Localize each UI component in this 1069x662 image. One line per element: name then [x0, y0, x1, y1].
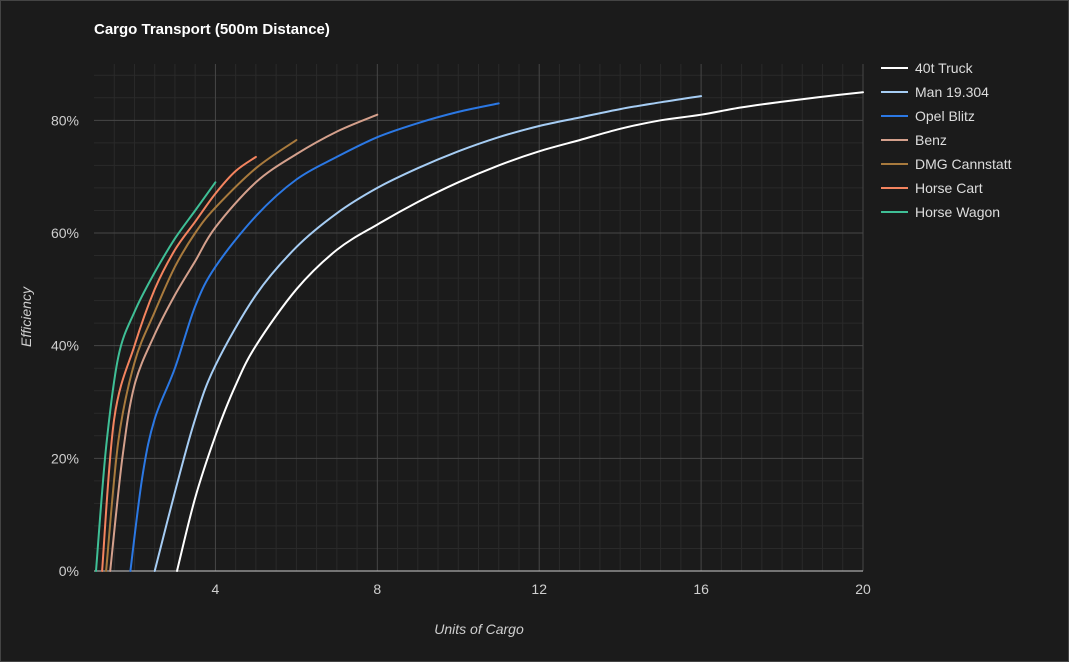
y-tick-label: 20% [51, 450, 79, 466]
legend: 40t Truck Man 19.304 Opel Blitz Benz DMG Can… [881, 60, 1012, 220]
y-axis-label: Efficiency [18, 286, 34, 347]
series-line [153, 95, 703, 572]
x-axis-label: Units of Cargo [434, 621, 524, 637]
legend-label: Horse Wagon [915, 204, 1000, 220]
x-tick-label: 12 [531, 581, 547, 597]
legend-label: Man 19.304 [915, 84, 989, 100]
x-tick-label: 20 [855, 581, 871, 597]
y-tick-label: 60% [51, 225, 79, 241]
series-line [176, 91, 864, 572]
legend-label: 40t Truck [915, 60, 974, 76]
chart-title: Cargo Transport (500m Distance) [94, 21, 330, 38]
y-tick-label: 0% [59, 563, 79, 579]
x-tick-label: 8 [373, 581, 381, 597]
legend-label: Opel Blitz [915, 108, 975, 124]
x-tick-label: 16 [693, 581, 709, 597]
series-line [101, 155, 257, 572]
series-line [95, 181, 217, 572]
legend-label: Horse Cart [915, 180, 983, 196]
legend-label: DMG Cannstatt [915, 156, 1012, 172]
legend-label: Benz [915, 132, 947, 148]
grid [94, 64, 864, 572]
tick-labels: 4 8 12 16 20 0% 20% 40% 60% 80% [51, 112, 871, 597]
series-lines [95, 91, 864, 572]
series-line [129, 102, 500, 572]
y-tick-label: 80% [51, 112, 79, 128]
series-line [105, 139, 298, 572]
x-tick-label: 4 [212, 581, 220, 597]
y-tick-label: 40% [51, 338, 79, 354]
series-line [109, 113, 379, 572]
